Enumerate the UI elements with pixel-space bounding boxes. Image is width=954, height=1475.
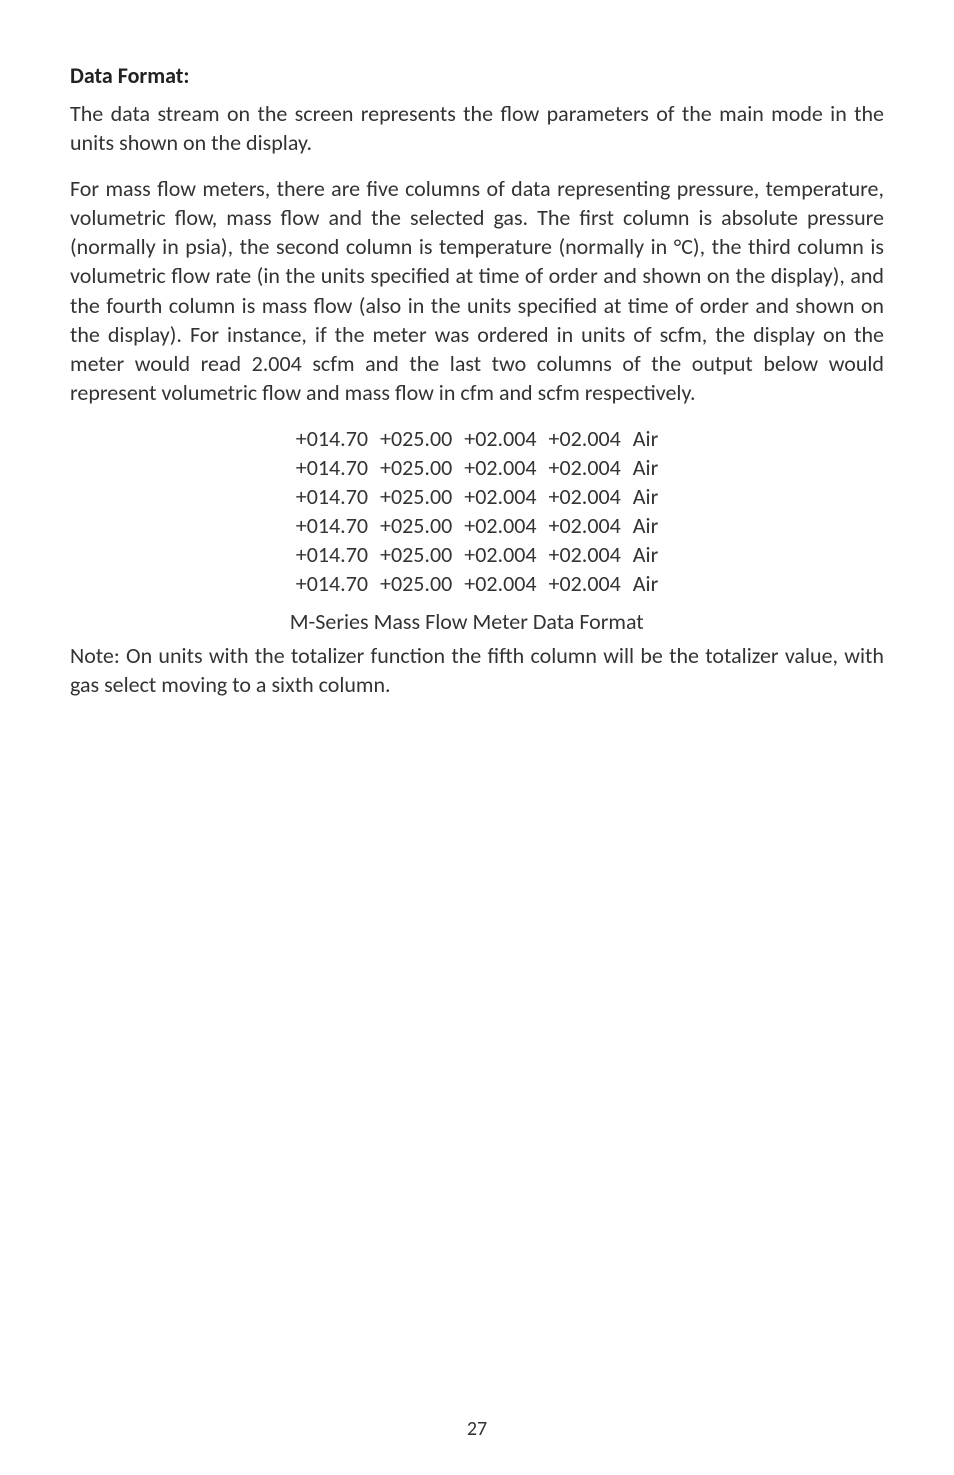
data-sample-table: +014.70 +025.00 +02.004 +02.004 Air +014… [290, 424, 665, 598]
cell-temperature: +025.00 [374, 453, 458, 482]
cell-temperature: +025.00 [374, 424, 458, 453]
cell-pressure: +014.70 [290, 569, 374, 598]
table-row: +014.70 +025.00 +02.004 +02.004 Air [290, 540, 665, 569]
table-row: +014.70 +025.00 +02.004 +02.004 Air [290, 453, 665, 482]
section-heading: Data Format: [70, 62, 884, 89]
cell-pressure: +014.70 [290, 482, 374, 511]
cell-volumetric-flow: +02.004 [458, 482, 542, 511]
data-sample-block: +014.70 +025.00 +02.004 +02.004 Air +014… [290, 424, 665, 635]
cell-volumetric-flow: +02.004 [458, 569, 542, 598]
cell-pressure: +014.70 [290, 540, 374, 569]
cell-gas: Air [627, 424, 664, 453]
paragraph-intro: The data stream on the screen represents… [70, 99, 884, 158]
cell-temperature: +025.00 [374, 540, 458, 569]
table-row: +014.70 +025.00 +02.004 +02.004 Air [290, 569, 665, 598]
table-row: +014.70 +025.00 +02.004 +02.004 Air [290, 424, 665, 453]
cell-volumetric-flow: +02.004 [458, 424, 542, 453]
cell-gas: Air [627, 569, 664, 598]
page: Data Format: The data stream on the scre… [0, 0, 954, 1475]
cell-gas: Air [627, 482, 664, 511]
page-number: 27 [0, 1417, 954, 1441]
cell-volumetric-flow: +02.004 [458, 540, 542, 569]
cell-temperature: +025.00 [374, 482, 458, 511]
cell-gas: Air [627, 453, 664, 482]
cell-temperature: +025.00 [374, 569, 458, 598]
cell-mass-flow: +02.004 [543, 569, 627, 598]
cell-volumetric-flow: +02.004 [458, 511, 542, 540]
cell-volumetric-flow: +02.004 [458, 453, 542, 482]
paragraph-description: For mass flow meters, there are five col… [70, 174, 884, 408]
table-row: +014.70 +025.00 +02.004 +02.004 Air [290, 482, 665, 511]
data-sample-caption: M-Series Mass Flow Meter Data Format [290, 608, 665, 635]
cell-mass-flow: +02.004 [543, 424, 627, 453]
cell-temperature: +025.00 [374, 511, 458, 540]
cell-gas: Air [627, 511, 664, 540]
cell-mass-flow: +02.004 [543, 453, 627, 482]
table-row: +014.70 +025.00 +02.004 +02.004 Air [290, 511, 665, 540]
cell-mass-flow: +02.004 [543, 482, 627, 511]
cell-gas: Air [627, 540, 664, 569]
cell-pressure: +014.70 [290, 453, 374, 482]
cell-mass-flow: +02.004 [543, 511, 627, 540]
cell-pressure: +014.70 [290, 424, 374, 453]
paragraph-note: Note: On units with the totalizer functi… [70, 641, 884, 700]
cell-pressure: +014.70 [290, 511, 374, 540]
cell-mass-flow: +02.004 [543, 540, 627, 569]
